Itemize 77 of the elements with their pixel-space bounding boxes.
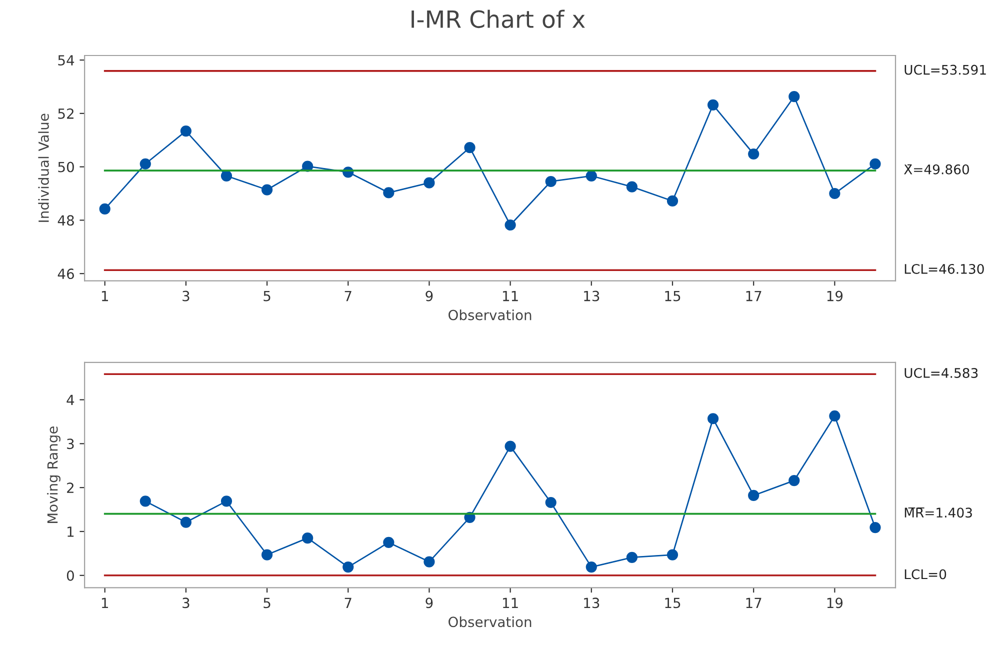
x-tick-label: 5	[264, 598, 270, 608]
point	[748, 490, 760, 502]
ref-line-label: UCL=53.591	[904, 64, 986, 75]
point	[586, 562, 597, 573]
x-tick-label: 9	[426, 290, 433, 302]
y-tick-label: 52	[58, 108, 74, 119]
point	[829, 410, 840, 422]
ref-line-label: X̄=49.860	[904, 164, 969, 174]
x-tick-label: 7	[344, 290, 352, 302]
point	[707, 99, 719, 110]
x-axis-title: Observation	[448, 616, 532, 628]
point	[302, 532, 314, 544]
point	[220, 496, 232, 507]
point	[140, 158, 151, 170]
point	[626, 181, 638, 192]
x-tick-label: 1	[102, 598, 108, 608]
x-tick-label: 3	[182, 290, 190, 302]
x-tick-label: 3	[182, 598, 190, 608]
x-tick-label: 9	[426, 598, 433, 608]
point	[261, 549, 273, 560]
point	[586, 170, 597, 182]
x-tick-label: 17	[746, 598, 762, 608]
y-tick-label: 54	[58, 55, 74, 66]
y-tick-label: 48	[58, 215, 74, 226]
point	[545, 176, 556, 188]
x-tick-label: 5	[264, 290, 270, 302]
point	[666, 195, 678, 207]
point	[829, 188, 840, 200]
y-tick-label: 1	[68, 526, 74, 537]
y-axis-title: Moving Range	[47, 426, 60, 523]
x-tick-label: 17	[746, 290, 762, 302]
x-tick-label: 11	[503, 598, 518, 608]
point	[424, 556, 435, 568]
ref-line-label: LCL=46.130	[904, 264, 984, 274]
x-tick-label: 1	[102, 290, 108, 302]
x-tick-label: 13	[584, 598, 600, 608]
x-tick-label: 19	[827, 598, 843, 608]
y-tick-label: 3	[67, 438, 74, 450]
point	[140, 496, 151, 507]
x-tick-label: 13	[584, 290, 600, 302]
y-tick-label: 46	[58, 268, 74, 280]
x-axis-title: Observation	[448, 310, 532, 320]
ref-line-label: M̅R̅=1.403	[904, 507, 972, 518]
point	[870, 158, 881, 170]
y-tick-label: 2	[67, 482, 74, 493]
y-axis-title: Individual Value	[38, 114, 49, 222]
x-tick-label: 15	[665, 290, 680, 302]
x-tick-label: 7	[344, 598, 352, 608]
point	[424, 177, 435, 188]
point	[464, 142, 476, 154]
point	[383, 536, 394, 548]
point	[788, 474, 800, 486]
chart-title: I-MR Chart of x	[412, 10, 585, 28]
point	[748, 148, 760, 160]
point	[383, 187, 394, 198]
point	[342, 562, 354, 573]
point	[504, 440, 516, 452]
point	[666, 549, 678, 560]
x-tick-label: 11	[503, 290, 518, 302]
point	[261, 184, 273, 196]
point	[870, 522, 881, 534]
ref-line-label: UCL=4.583	[904, 368, 978, 378]
x-tick-label: 19	[827, 290, 843, 302]
point	[180, 125, 192, 137]
point	[99, 203, 110, 215]
y-tick-label: 0	[66, 570, 74, 581]
point	[180, 516, 192, 528]
point	[707, 413, 719, 424]
point	[788, 91, 800, 102]
x-tick-label: 15	[665, 598, 680, 608]
y-tick-label: 4	[66, 394, 74, 406]
point	[220, 170, 232, 182]
point	[504, 219, 516, 231]
point	[545, 496, 556, 508]
ref-line-label: LCL=0	[904, 569, 946, 580]
y-tick-label: 50	[58, 162, 74, 172]
point	[626, 552, 638, 563]
